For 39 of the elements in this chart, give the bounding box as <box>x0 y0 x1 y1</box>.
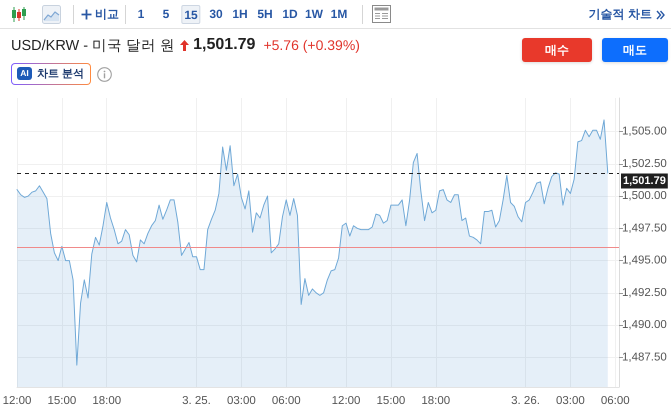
x-tick-label: 18:00 <box>421 395 450 407</box>
text: 1H <box>232 7 248 22</box>
buy-button: 매수 <box>522 38 592 62</box>
x-tick-label: 15:00 <box>47 395 76 407</box>
text: 5 <box>162 7 170 22</box>
x-tick-label: 06:00 <box>272 395 301 407</box>
text: 15 <box>181 5 201 24</box>
text: 1W <box>305 7 323 22</box>
text: 1D <box>282 7 298 22</box>
text: 1M <box>330 7 348 22</box>
x-tick-label: 18:00 <box>92 395 122 407</box>
sell-button: 매도 <box>602 38 668 62</box>
y-tick-label: 1,495.00 <box>622 254 667 267</box>
y-tick-label: 1,492.50 <box>622 286 667 299</box>
x-tick-label: 06:00 <box>600 395 630 407</box>
text: 1 <box>138 7 144 22</box>
y-tick-label: 1,502.50 <box>622 158 667 170</box>
y-tick-label: 1,490.00 <box>622 319 667 332</box>
ai-badge-icon: AI <box>17 67 32 80</box>
y-tick-label: 1,487.50 <box>622 351 667 364</box>
x-tick-label: 12:00 <box>2 395 32 407</box>
text: 30 <box>209 7 223 22</box>
y-tick-label: 1,505.00 <box>622 126 667 138</box>
x-tick-label: 03:00 <box>226 395 256 407</box>
text: 5H <box>257 7 273 22</box>
x-tick-label: 12:00 <box>332 395 360 407</box>
text: 차트 분석 <box>37 67 84 81</box>
ref-line-label: 1,501.79 <box>623 174 666 187</box>
x-tick-label: 3. 26. <box>511 395 540 407</box>
chart-subtitle: 1,501.79 <box>193 36 256 54</box>
text: 비교 <box>95 7 119 22</box>
y-tick-label: 1,497.50 <box>622 222 667 234</box>
x-tick-label: 3. 25. <box>182 395 211 407</box>
text: 기술적 차트 <box>588 7 652 22</box>
x-tick-label: 03:00 <box>556 395 585 407</box>
chart-title: USD/KRW - 미국 달러 원 <box>11 36 176 54</box>
x-tick-label: 15:00 <box>376 395 406 407</box>
y-tick-label: 1,500.00 <box>622 190 667 202</box>
text: +5.76 (+0.39%) <box>263 37 360 53</box>
